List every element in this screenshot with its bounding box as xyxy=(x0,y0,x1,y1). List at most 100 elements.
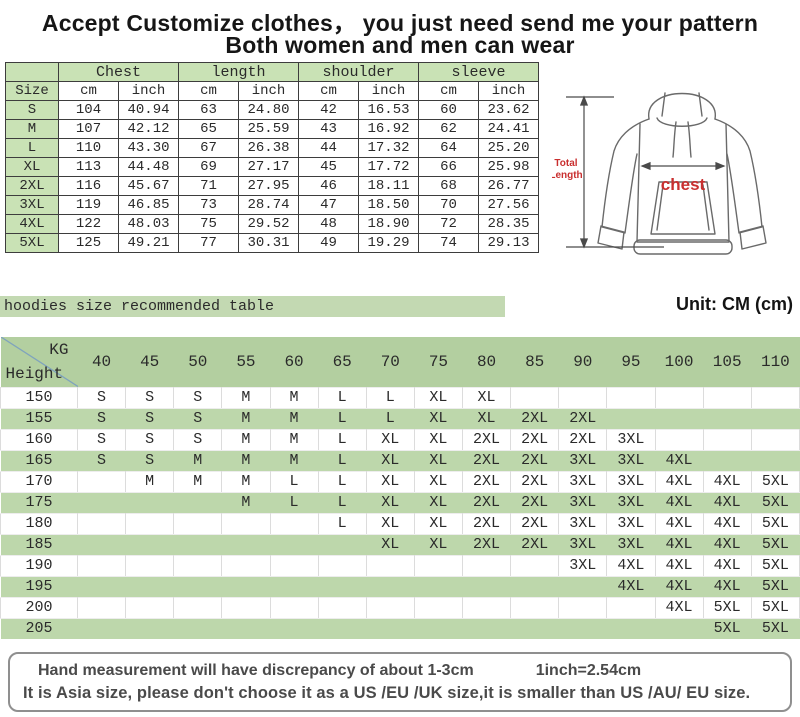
recommend-cell: 5XL xyxy=(751,618,800,639)
size-value: 24.41 xyxy=(478,119,539,139)
height-label: 150 xyxy=(0,386,78,409)
size-group-header: sleeve xyxy=(418,62,539,82)
size-table-unit-row: Size cm inch cm inch cm inch cm inch xyxy=(5,81,539,101)
height-label: 190 xyxy=(0,554,78,577)
recommend-cell xyxy=(125,492,174,513)
kg-column-header: 40 xyxy=(77,337,126,387)
recommend-cell: L xyxy=(318,386,367,409)
recommend-cell xyxy=(462,554,512,577)
recommend-cell: S xyxy=(77,408,126,429)
kg-column-header: 85 xyxy=(510,337,559,387)
size-value: 68 xyxy=(418,176,479,196)
recommend-row: 150 S S S M M L L XL XL xyxy=(0,386,800,409)
size-value: 66 xyxy=(418,157,479,177)
unit-header: cm xyxy=(58,81,119,101)
recommend-cell xyxy=(558,618,607,639)
recommend-cell: S xyxy=(125,428,175,451)
recommend-cell: 3XL xyxy=(558,492,607,513)
size-measurement-table: Chest length shoulder sleeve Size cm inch cm inc… xyxy=(5,62,539,253)
recommend-cell xyxy=(703,428,752,451)
recommend-cell xyxy=(173,554,223,577)
recommend-cell xyxy=(221,576,270,597)
footer-line1: Hand measurement will have discrepancy o… xyxy=(38,662,790,680)
recommend-cell: 4XL xyxy=(655,512,704,535)
size-value: 122 xyxy=(58,214,119,234)
recommend-cell xyxy=(414,554,464,577)
recommend-cell: 2XL xyxy=(510,534,559,555)
hoodie-diagram: chest Total Length xyxy=(552,92,767,255)
recommend-cell: 2XL xyxy=(510,492,559,513)
recommend-cell xyxy=(606,408,655,429)
recommend-cell: 5XL xyxy=(751,596,800,619)
recommend-cell: M xyxy=(270,450,319,471)
total-length-label-line1: Total xyxy=(554,158,577,169)
recommend-cell: 4XL xyxy=(655,492,704,513)
recommend-cell xyxy=(125,554,175,577)
recommend-cell: L xyxy=(318,512,367,535)
recommend-cell xyxy=(606,618,655,639)
recommend-cell xyxy=(751,450,800,471)
size-value: 63 xyxy=(178,100,239,120)
kg-column-header: 75 xyxy=(414,337,463,387)
recommend-cell xyxy=(558,596,608,619)
recommend-cell xyxy=(558,386,608,409)
recommend-cell: 4XL xyxy=(606,576,655,597)
size-value: 30.31 xyxy=(238,233,299,253)
recommend-cell xyxy=(558,576,607,597)
recommend-cell xyxy=(173,492,222,513)
recommend-cell: XL xyxy=(414,386,464,409)
recommend-cell xyxy=(173,534,222,555)
recommend-cell xyxy=(318,554,367,577)
recommend-row: 190 3XL 4XL 4XL 4XL 5XL xyxy=(0,554,800,577)
recommend-cell: S xyxy=(173,428,223,451)
kg-column-header: 70 xyxy=(366,337,415,387)
unit-header: inch xyxy=(238,81,299,101)
size-value: 47 xyxy=(298,195,359,215)
recommend-cell xyxy=(221,554,271,577)
dimension-arrows xyxy=(566,95,726,249)
recommend-cell: 5XL xyxy=(703,618,752,639)
recommend-cell xyxy=(318,534,367,555)
size-value: 74 xyxy=(418,233,479,253)
size-value: 64 xyxy=(418,138,479,158)
height-label: 175 xyxy=(0,492,78,513)
height-label: 180 xyxy=(0,512,78,535)
kg-column-header: 50 xyxy=(173,337,222,387)
recommend-cell: M xyxy=(270,408,319,429)
recommend-cell xyxy=(366,554,415,577)
recommend-cell: M xyxy=(221,492,270,513)
recommend-cell: 2XL xyxy=(558,428,608,451)
recommend-cell: XL xyxy=(414,492,463,513)
recommend-cell xyxy=(510,386,560,409)
recommend-cell: 4XL xyxy=(606,554,656,577)
recommend-cell: S xyxy=(173,386,223,409)
size-value: 44.48 xyxy=(118,157,179,177)
size-value: 45.67 xyxy=(118,176,179,196)
recommend-cell: XL xyxy=(462,408,511,429)
size-table-row: 4XL 122 48.03 75 29.52 48 18.90 72 28.35 xyxy=(5,214,539,234)
hoodie-outline xyxy=(597,92,767,255)
size-value: 48.03 xyxy=(118,214,179,234)
kg-column-header: 110 xyxy=(751,337,800,387)
recommend-cell xyxy=(77,554,127,577)
recommend-cell xyxy=(221,596,271,619)
height-label: 160 xyxy=(0,428,78,451)
size-value: 24.80 xyxy=(238,100,299,120)
recommend-cell: 3XL xyxy=(558,512,608,535)
footer-line1-gap xyxy=(474,662,536,680)
recommend-cell: 4XL xyxy=(703,534,752,555)
size-table-body: S 104 40.94 63 24.80 42 16.53 60 23.62 M 107 42.12 6… xyxy=(5,100,539,253)
recommend-cell: M xyxy=(221,450,270,471)
size-table-row: 3XL 119 46.85 73 28.74 47 18.50 70 27.56 xyxy=(5,195,539,215)
footer-inch-conversion: 1inch=2.54cm xyxy=(535,662,642,679)
recommend-cell xyxy=(414,576,463,597)
size-value: 25.59 xyxy=(238,119,299,139)
size-value: 62 xyxy=(418,119,479,139)
recommend-cell xyxy=(270,534,319,555)
recommend-cell xyxy=(655,428,704,451)
size-value: 27.17 xyxy=(238,157,299,177)
recommend-cell: M xyxy=(221,428,271,451)
recommend-cell: 5XL xyxy=(751,534,800,555)
recommend-cell: XL xyxy=(462,386,512,409)
unit-header: cm xyxy=(298,81,359,101)
